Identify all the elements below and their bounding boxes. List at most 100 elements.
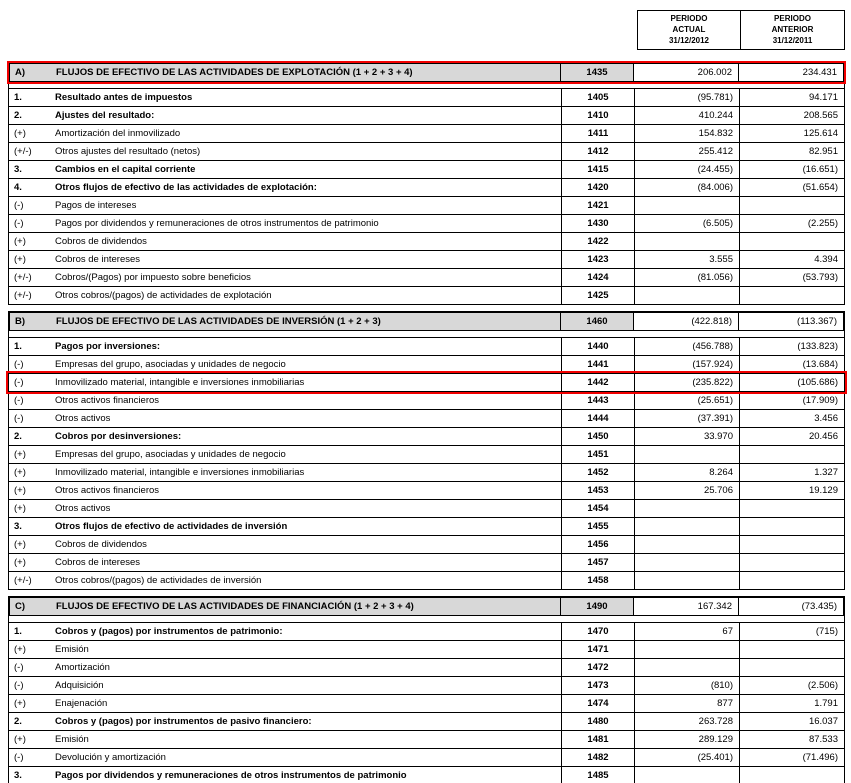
row-prefix: (+): [14, 503, 26, 515]
row-prefix: 3.: [14, 770, 22, 782]
table-row: (+/-) Otros cobros/(pagos) de actividades…: [9, 286, 844, 305]
table-row: (+) Emisión 1481 289.129 87.533: [9, 730, 844, 749]
row-prefix: (+): [14, 449, 26, 461]
table-body: A) FLUJOS DE EFECTIVO DE LAS ACTIVIDADES …: [6, 61, 847, 783]
row-label: Otros activos: [55, 413, 111, 425]
row-label: Inmovilizado material, intangible e inve…: [55, 377, 305, 389]
row-label: Pagos por inversiones:: [55, 341, 161, 353]
row-prefix: (+): [14, 644, 26, 656]
row-value-actual: [635, 287, 739, 304]
row-value-actual: [635, 446, 739, 463]
table-row: 4. Otros flujos de efectivo de las activi…: [9, 178, 844, 197]
row-label: Amortización del inmovilizado: [55, 128, 181, 140]
row-value-anterior: [739, 233, 844, 251]
row-prefix: 4.: [14, 182, 22, 194]
row-code: 1423: [561, 251, 635, 269]
row-prefix: (-): [14, 218, 24, 230]
table-row: B) FLUJOS DE EFECTIVO DE LAS ACTIVIDADES …: [9, 312, 844, 332]
row-label: Cobros de dividendos: [55, 539, 147, 551]
row-code: 1415: [561, 161, 635, 179]
row-value-actual: (25.651): [697, 395, 733, 407]
row-value-actual: [635, 536, 739, 553]
row-prefix: (+): [14, 698, 26, 710]
row-label: Enajenación: [55, 698, 108, 710]
table-row: (-) Amortización 1472: [9, 658, 844, 677]
row-prefix: (-): [14, 377, 24, 389]
row-label: Pagos por dividendos y remuneraciones de…: [55, 218, 379, 230]
row-value-anterior: (51.654): [739, 179, 844, 197]
row-value-actual: [635, 518, 739, 535]
row-label: Emisión: [55, 644, 89, 656]
table-row: (-) Adquisición 1473 (810) (2.506): [9, 676, 844, 695]
table-row: C) FLUJOS DE EFECTIVO DE LAS ACTIVIDADES …: [9, 597, 844, 617]
row-label: Amortización: [55, 662, 110, 674]
row-prefix: 3.: [14, 164, 22, 176]
row-value-actual: [635, 767, 739, 783]
row-value-actual: (37.391): [697, 413, 733, 425]
row-label: Otros cobros/(pagos) de actividades de i…: [55, 575, 262, 587]
table-row: (+) Cobros de dividendos 1456: [9, 535, 844, 554]
row-code: 1455: [561, 518, 635, 536]
table-row: (+) Cobros de intereses 1457: [9, 553, 844, 572]
row-prefix: (+/-): [14, 575, 32, 587]
row-prefix: (+): [14, 236, 26, 248]
row-prefix: 1.: [14, 626, 22, 638]
table-row-highlighted: A) FLUJOS DE EFECTIVO DE LAS ACTIVIDADES …: [7, 61, 846, 85]
row-label: Cobros/(Pagos) por impuesto sobre benefi…: [55, 272, 251, 284]
table-row: 3. Cambios en el capital corriente 1415 (24…: [9, 160, 844, 179]
row-code: 1420: [561, 179, 635, 197]
row-value-actual: [635, 659, 739, 676]
row-prefix: 2.: [14, 431, 22, 443]
row-value-anterior: [739, 197, 844, 215]
cash-flow-table: PERIODO ACTUAL 31/12/2012 PERIODO ANTERI…: [6, 10, 847, 783]
row-value-actual: (6.505): [702, 218, 733, 230]
row-label: Devolución y amortización: [55, 752, 166, 764]
row-code: 1457: [561, 554, 635, 572]
table-section: B) FLUJOS DE EFECTIVO DE LAS ACTIVIDADES …: [6, 311, 847, 591]
row-prefix: (+): [14, 254, 26, 266]
row-prefix: 1.: [14, 341, 22, 353]
row-code: 1441: [561, 356, 635, 374]
row-code: 1473: [561, 677, 635, 695]
row-value-actual: 255.412: [698, 146, 733, 158]
row-prefix: (+): [14, 539, 26, 551]
row-label: Emisión: [55, 734, 89, 746]
row-prefix: (+/-): [14, 290, 32, 302]
table-row: (-) Empresas del grupo, asociadas y unida…: [9, 355, 844, 374]
table-row: 2. Ajustes del resultado: 1410 410.244 208.5…: [9, 106, 844, 125]
row-code: 1450: [561, 428, 635, 446]
row-prefix: A): [10, 64, 56, 82]
row-label: FLUJOS DE EFECTIVO DE LAS ACTIVIDADES DE…: [56, 64, 560, 82]
row-label: Pagos por dividendos y remuneraciones de…: [55, 770, 407, 782]
row-value-actual: 263.728: [698, 716, 733, 728]
table-row: (+) Empresas del grupo, asociadas y unida…: [9, 445, 844, 464]
table-row: (+/-) Otros ajustes del resultado (netos)…: [9, 142, 844, 161]
table-row: (+) Otros activos 1454: [9, 499, 844, 518]
row-label: Cobros de dividendos: [55, 236, 147, 248]
row-value-anterior: 1.791: [739, 695, 844, 713]
table-row: (-) Pagos de intereses 1421: [9, 196, 844, 215]
table-header: PERIODO ACTUAL 31/12/2012 PERIODO ANTERI…: [8, 10, 845, 51]
row-prefix: (+): [14, 557, 26, 569]
row-code: 1411: [561, 125, 635, 143]
row-prefix: (+): [14, 734, 26, 746]
row-code: 1480: [561, 713, 635, 731]
table-row: (+) Cobros de dividendos 1422: [9, 232, 844, 251]
row-prefix: (-): [14, 752, 24, 764]
row-label: Cobros de intereses: [55, 557, 141, 569]
row-code: 1451: [561, 446, 635, 464]
row-value-anterior: [739, 500, 844, 518]
row-code: 1422: [561, 233, 635, 251]
row-value-anterior: 94.171: [739, 89, 844, 107]
row-code: 1454: [561, 500, 635, 518]
table-row: 3. Otros flujos de efectivo de actividade…: [9, 517, 844, 536]
row-label: Cobros y (pagos) por instrumentos de pas…: [55, 716, 312, 728]
row-prefix: (+/-): [14, 272, 32, 284]
row-value-actual: 167.342: [697, 601, 732, 613]
row-label: FLUJOS DE EFECTIVO DE LAS ACTIVIDADES DE…: [56, 598, 560, 616]
row-code: 1443: [561, 392, 635, 410]
table-row: (+) Emisión 1471: [9, 640, 844, 659]
row-code: 1481: [561, 731, 635, 749]
table-row: 1. Pagos por inversiones: 1440 (456.788) (13…: [9, 337, 844, 356]
